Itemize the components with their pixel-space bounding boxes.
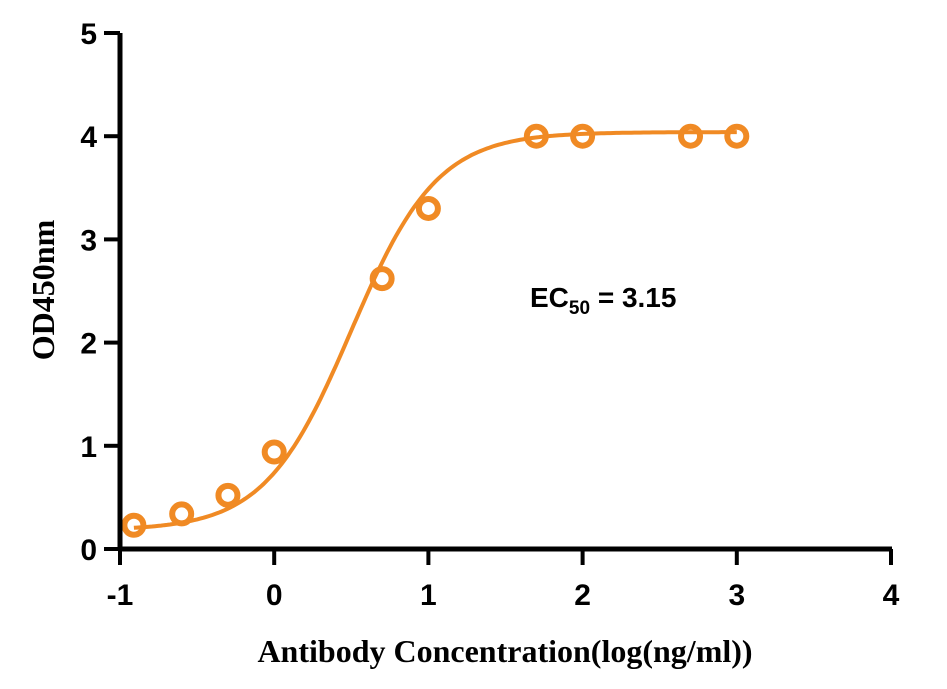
x-tick-label: 1 bbox=[420, 579, 437, 612]
data-point-marker bbox=[570, 123, 596, 149]
ec50-annotation: EC50 = 3.15 bbox=[530, 282, 676, 319]
plot-area bbox=[121, 123, 750, 538]
x-tick-label: 3 bbox=[728, 579, 745, 612]
y-tick-label: 5 bbox=[80, 18, 97, 51]
y-tick-label: 2 bbox=[80, 328, 97, 361]
data-point-marker bbox=[369, 266, 395, 292]
y-tick-label: 0 bbox=[80, 534, 97, 567]
data-point-marker bbox=[121, 512, 147, 538]
data-point-marker bbox=[415, 195, 441, 221]
x-tick-label: 2 bbox=[574, 579, 591, 612]
data-point-marker bbox=[678, 123, 704, 149]
data-point-marker bbox=[215, 482, 241, 508]
data-point-marker bbox=[261, 439, 287, 465]
data-point-marker bbox=[523, 123, 549, 149]
ec50-label: EC bbox=[530, 282, 569, 313]
data-point-marker bbox=[724, 123, 750, 149]
fit-curve bbox=[133, 130, 737, 530]
ec50-subscript: 50 bbox=[569, 298, 590, 319]
data-markers bbox=[121, 123, 750, 538]
y-axis-ticks: 0 1 2 3 4 5 bbox=[80, 18, 120, 567]
x-axis-ticks: -1 0 1 2 3 4 bbox=[107, 549, 900, 612]
x-tick-label: -1 bbox=[107, 579, 134, 612]
axes: 0 1 2 3 4 5 -1 0 1 2 3 4 bbox=[80, 18, 899, 612]
y-axis-title: OD450nm bbox=[25, 219, 61, 360]
y-tick-label: 4 bbox=[80, 121, 97, 154]
x-tick-label: 4 bbox=[883, 579, 900, 612]
x-tick-label: 0 bbox=[266, 579, 283, 612]
ec50-value: = 3.15 bbox=[590, 282, 676, 313]
y-tick-label: 1 bbox=[80, 431, 97, 464]
y-tick-label: 3 bbox=[80, 224, 97, 257]
x-axis-title: Antibody Concentration(log(ng/ml)) bbox=[257, 633, 752, 669]
data-point-marker bbox=[169, 501, 195, 527]
